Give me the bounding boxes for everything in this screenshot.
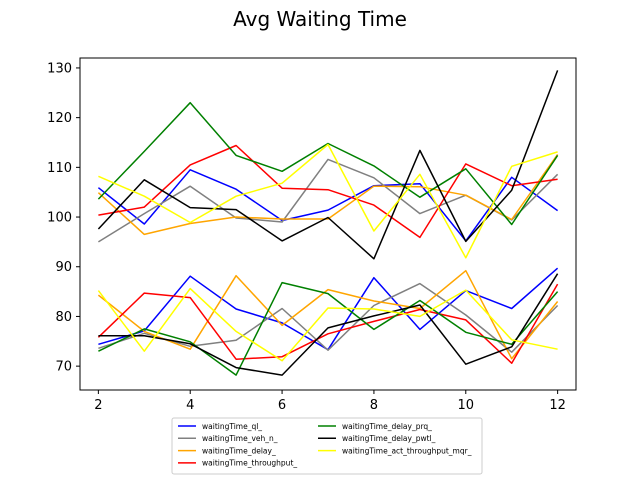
legend-label-3: waitingTime_throughput_ [202, 459, 297, 468]
legend: waitingTime_ql_waitingTime_veh_n_waiting… [171, 417, 483, 475]
legend-label-5: waitingTime_delay_pwtl_ [342, 434, 436, 443]
y-tick-label-6: 130 [47, 61, 72, 76]
series-layer [97, 70, 559, 376]
plot-frame [79, 57, 577, 391]
series-line-8 [97, 101, 559, 226]
y-tick-label-0: 70 [55, 360, 72, 375]
legend-label-4: waitingTime_delay_prq_ [342, 422, 432, 431]
y-tick-label-5: 120 [47, 111, 72, 126]
y-tick-label-4: 110 [47, 161, 72, 176]
x-axis: 2 4 6 8 10 12 [94, 390, 566, 413]
y-axis: 70 80 90 100 110 120 130 [47, 61, 80, 375]
y-tick-label-2: 90 [55, 260, 72, 275]
series-line-13 [97, 287, 558, 362]
x-tick-label-5: 12 [549, 398, 566, 413]
series-line-9 [98, 281, 559, 376]
legend-label-2: waitingTime_delay_ [202, 446, 276, 455]
x-tick-label-0: 2 [94, 398, 102, 413]
chart-title: Avg Waiting Time [233, 7, 407, 31]
x-tick-label-1: 4 [186, 398, 194, 413]
y-tick-label-1: 80 [55, 310, 72, 325]
series-line-0 [97, 169, 559, 242]
x-tick-label-4: 10 [458, 398, 475, 413]
series-line-7 [97, 283, 559, 364]
y-tick-label-3: 100 [47, 211, 72, 226]
series-line-11 [98, 273, 559, 376]
series-line-4 [97, 153, 559, 236]
x-tick-label-2: 6 [278, 398, 286, 413]
series-line-12 [98, 143, 558, 259]
series-line-5 [97, 269, 559, 360]
legend-label-0: waitingTime_ql_ [202, 422, 262, 431]
legend-box [171, 417, 483, 475]
series-line-10 [97, 70, 559, 260]
series-line-6 [98, 144, 558, 239]
legend-label-1: waitingTime_veh_n_ [202, 434, 278, 443]
x-tick-label-3: 8 [370, 398, 378, 413]
legend-label-6: waitingTime_act_throughput_mqr_ [342, 446, 472, 455]
series-line-3 [98, 282, 559, 353]
